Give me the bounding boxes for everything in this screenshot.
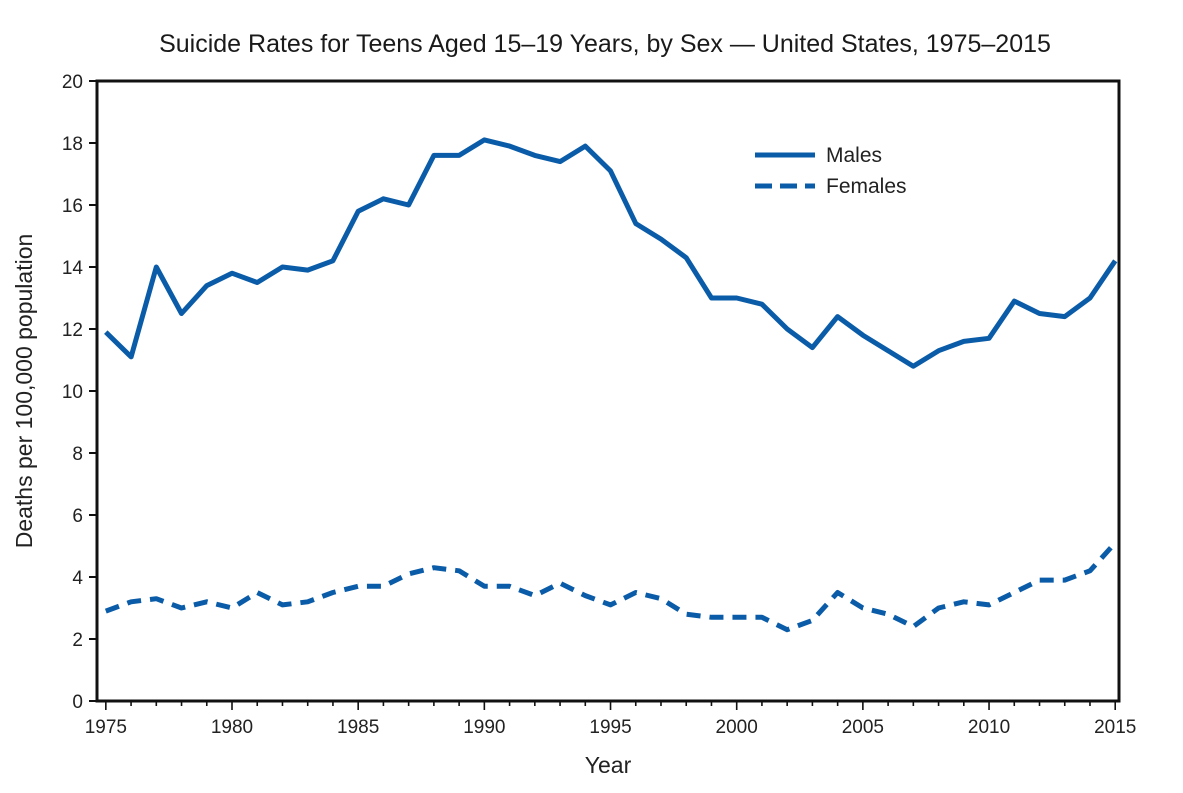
- y-axis-ticks: 0 2 4 6 8 10 12 14 16 18 20: [62, 72, 97, 713]
- y-tick-label: 20: [62, 72, 83, 93]
- y-tick-label: 4: [72, 568, 83, 589]
- y-tick-label: 16: [62, 196, 83, 217]
- y-tick-label: 14: [62, 258, 84, 279]
- legend: Males Females: [755, 144, 907, 198]
- x-tick-label: 2010: [968, 717, 1010, 738]
- x-tick-label: 1995: [589, 717, 631, 738]
- y-tick-label: 8: [72, 444, 83, 465]
- chart-title: Suicide Rates for Teens Aged 15–19 Years…: [159, 30, 1051, 58]
- y-tick-label: 0: [72, 692, 83, 713]
- y-tick-label: 18: [62, 134, 83, 155]
- plot-frame: [95, 79, 1121, 703]
- x-tick-label: 1980: [211, 717, 253, 738]
- x-tick-label: 2000: [716, 717, 758, 738]
- y-tick-label: 12: [62, 320, 83, 341]
- y-tick-label: 6: [72, 506, 83, 527]
- series-line-males: [104, 137, 1118, 369]
- y-tick-label: 10: [62, 382, 83, 403]
- y-tick-label: 2: [72, 630, 83, 651]
- y-axis-label: Deaths per 100,000 population: [11, 234, 37, 549]
- legend-label-males: Males: [826, 144, 882, 167]
- x-tick-label: 2005: [842, 717, 884, 738]
- x-tick-label: 1975: [85, 717, 127, 738]
- legend-label-females: Females: [826, 175, 907, 198]
- x-axis-ticks: 1975 1980 1985 1990 1995 2000 2005 2010 2015: [85, 701, 1136, 738]
- x-tick-label: 1985: [337, 717, 379, 738]
- x-tick-label: 1990: [463, 717, 505, 738]
- series-line-females: [104, 541, 1118, 633]
- x-axis-label: Year: [585, 752, 632, 778]
- series-layer: [104, 137, 1118, 633]
- x-tick-label: 2015: [1094, 717, 1136, 738]
